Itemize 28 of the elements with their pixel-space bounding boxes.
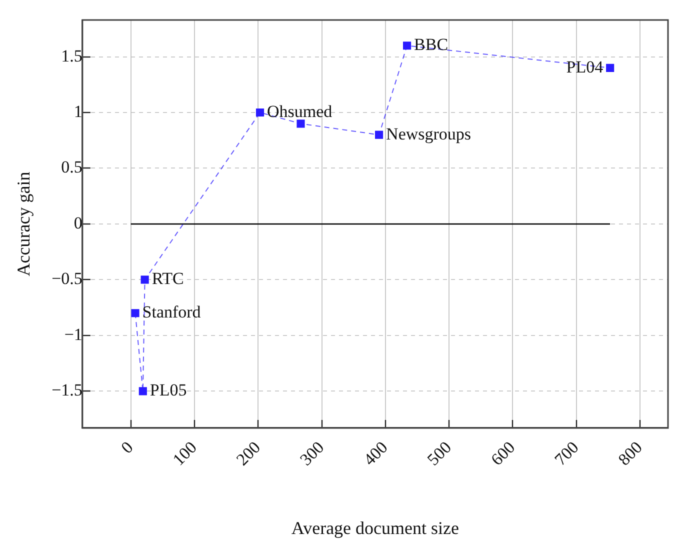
- x-tick-label: 500: [424, 438, 456, 470]
- point: [256, 108, 264, 117]
- x-tick-label: 100: [168, 438, 200, 470]
- x-tick-label: 300: [296, 438, 328, 470]
- x-tick-label: 0: [117, 438, 137, 458]
- x-tick-label: 800: [614, 438, 646, 470]
- annotation: Ohsumed: [267, 102, 333, 121]
- point: [375, 130, 384, 139]
- point: [131, 309, 140, 318]
- annotation: PL04: [566, 57, 604, 76]
- x-tick-label: 400: [360, 438, 392, 470]
- x-tick-label: 200: [232, 438, 264, 470]
- y-axis-title: Accuracy gain: [14, 172, 34, 276]
- y-tick-label: 1: [74, 102, 82, 121]
- annotation: PL05: [150, 380, 187, 400]
- annotation: Newsgroups: [386, 124, 472, 144]
- annotation: RTC: [152, 269, 184, 288]
- x-tick-label: 600: [487, 438, 519, 470]
- x-axis-title: Average document size: [291, 518, 460, 538]
- x-tick-label: 700: [550, 438, 582, 470]
- y-tick-label: −1: [64, 324, 82, 344]
- point: [138, 387, 147, 396]
- point: [296, 120, 305, 128]
- point: [140, 276, 149, 284]
- annotation: Stanford: [142, 302, 202, 322]
- point: [606, 64, 614, 72]
- annotation: BBC: [414, 35, 448, 54]
- point: [403, 42, 412, 50]
